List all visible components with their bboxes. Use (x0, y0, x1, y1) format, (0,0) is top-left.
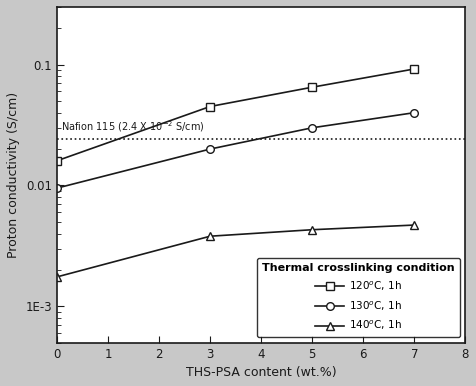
120$^o$C, 1h (309, 85, 315, 90)
130$^o$C, 1h (54, 186, 60, 190)
X-axis label: THS-PSA content (wt.%): THS-PSA content (wt.%) (186, 366, 337, 379)
120$^o$C, 1h (411, 67, 417, 71)
Legend: 120$^o$C, 1h, 130$^o$C, 1h, 140$^o$C, 1h: 120$^o$C, 1h, 130$^o$C, 1h, 140$^o$C, 1h (257, 258, 460, 337)
130$^o$C, 1h (207, 147, 213, 151)
Line: 120$^o$C, 1h: 120$^o$C, 1h (53, 65, 418, 164)
Line: 130$^o$C, 1h: 130$^o$C, 1h (53, 109, 418, 192)
Line: 140$^o$C, 1h: 140$^o$C, 1h (53, 221, 418, 281)
140$^o$C, 1h (411, 223, 417, 227)
140$^o$C, 1h (54, 274, 60, 279)
140$^o$C, 1h (309, 227, 315, 232)
120$^o$C, 1h (207, 104, 213, 109)
120$^o$C, 1h (54, 158, 60, 163)
Y-axis label: Proton conductivity (S/cm): Proton conductivity (S/cm) (7, 92, 20, 258)
Text: Nafion 115 (2.4 X 10$^{-2}$ S/cm): Nafion 115 (2.4 X 10$^{-2}$ S/cm) (61, 120, 205, 134)
130$^o$C, 1h (309, 125, 315, 130)
130$^o$C, 1h (411, 110, 417, 115)
140$^o$C, 1h (207, 234, 213, 239)
